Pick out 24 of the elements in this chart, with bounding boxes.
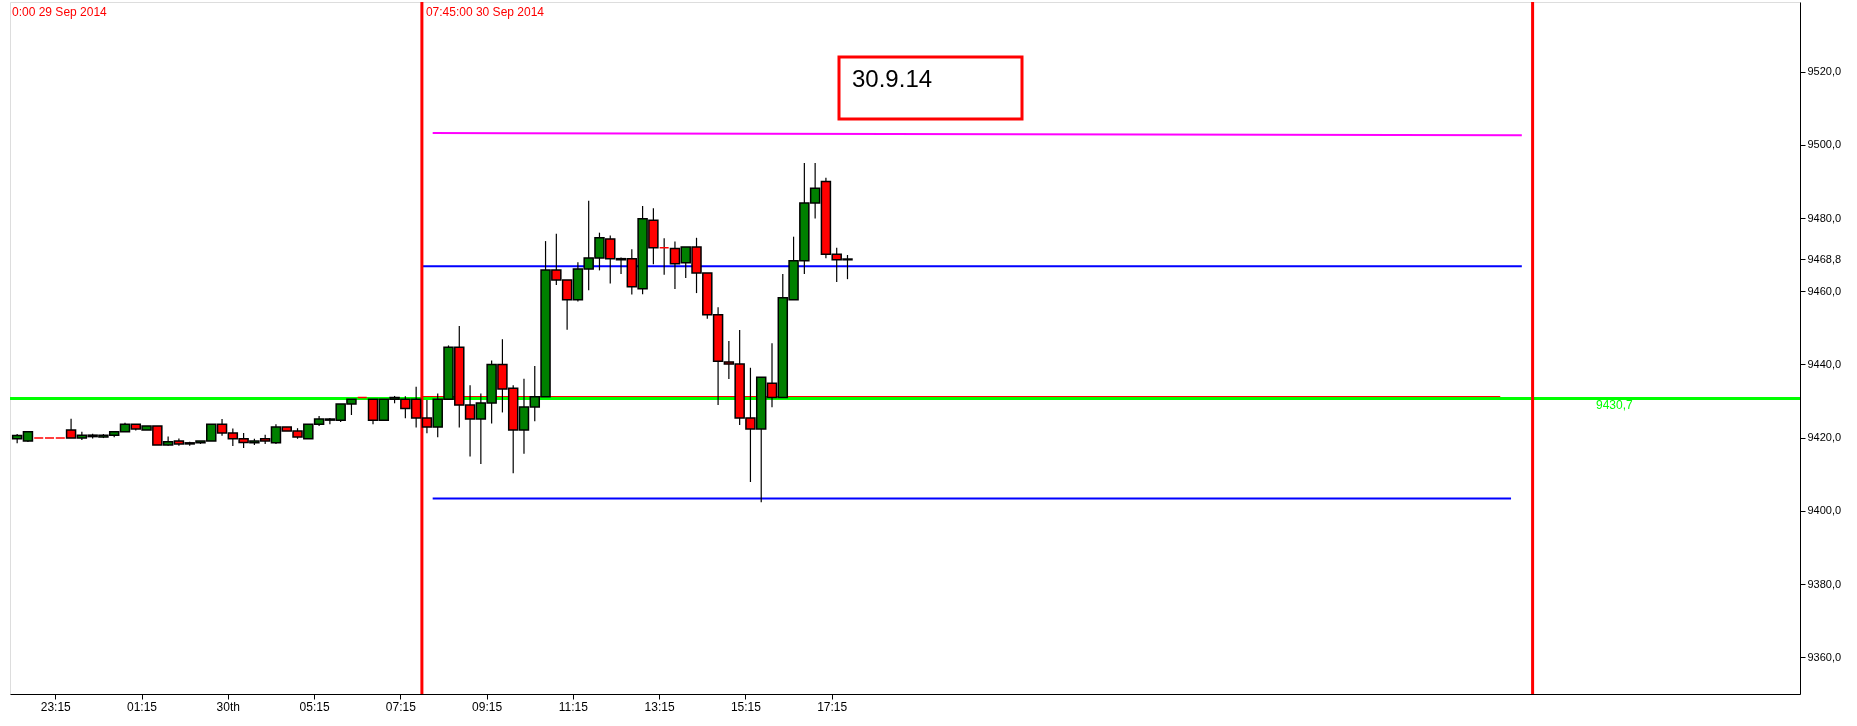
x-tick-label: 23:15	[40, 699, 72, 714]
y-tick-label: 9480,0	[1807, 211, 1842, 224]
y-tick-label: 9468,8	[1807, 252, 1842, 265]
ref-line-label: 07:45:00 30 Sep 2014	[425, 5, 545, 19]
annotation: 0:00 29 Sep 2014	[12, 5, 108, 19]
y-tick-label: 9440,0	[1807, 357, 1842, 370]
x-tick-label: 11:15	[558, 699, 589, 714]
ref-line-label: 9430,7	[1596, 397, 1634, 412]
x-tick-label: 09:15	[472, 699, 503, 714]
y-tick-label: 9400,0	[1807, 504, 1842, 517]
annotation: 30.9.14	[852, 65, 933, 92]
x-tick-label: 05:15	[299, 699, 330, 714]
x-tick-label: 17:15	[817, 699, 848, 714]
x-tick-label: 15:15	[730, 699, 762, 714]
x-tick-label: 07:15	[385, 699, 417, 714]
x-tick-label: 13:15	[644, 699, 675, 714]
y-tick-label: 9380,0	[1807, 577, 1842, 590]
x-tick-label: 30th	[216, 699, 240, 714]
y-tick-label: 9460,0	[1807, 284, 1842, 297]
y-tick-label: 9360,0	[1807, 650, 1842, 663]
y-tick-label: 9520,0	[1807, 65, 1842, 78]
x-tick-label: 01:15	[127, 699, 158, 714]
y-tick-label: 9500,0	[1807, 138, 1842, 151]
y-tick-label: 9420,0	[1807, 431, 1842, 444]
